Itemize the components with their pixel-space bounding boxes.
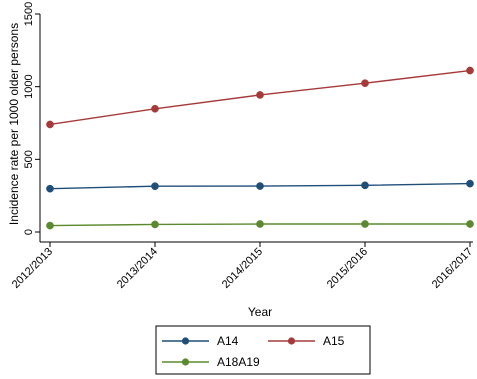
point-a14 — [151, 182, 159, 191]
legend-label: A18A19 — [217, 355, 260, 369]
legend-key-marker — [181, 358, 190, 366]
legend: A14 A15 A18A19 — [155, 325, 371, 375]
point-a18a19 — [361, 220, 369, 228]
series-markers — [46, 66, 474, 230]
point-a14 — [256, 182, 264, 190]
point-a18a19 — [151, 220, 159, 229]
point-a18a19 — [466, 220, 474, 228]
point-a14 — [361, 181, 369, 190]
point-a15 — [361, 79, 369, 88]
point-a15 — [151, 104, 159, 113]
x-axis-title: Year — [248, 305, 272, 319]
point-a15 — [256, 91, 264, 99]
y-tick-label: 0 — [23, 229, 35, 235]
y-tick-label: 1500 — [23, 2, 35, 26]
point-a15 — [466, 66, 474, 75]
legend-key-marker — [181, 337, 190, 345]
point-a14 — [46, 184, 54, 193]
point-a15 — [46, 120, 54, 129]
point-a18a19 — [256, 220, 264, 228]
legend-key-marker — [287, 337, 296, 345]
legend-label: A14 — [217, 334, 239, 348]
y-tick-label: 500 — [23, 150, 35, 168]
y-tick-label: 1000 — [23, 74, 35, 98]
point-a18a19 — [46, 221, 54, 230]
legend-frame — [155, 325, 371, 375]
y-axis-title: Incidence rate per 1000 older persons — [7, 23, 21, 225]
legend-label: A15 — [323, 334, 345, 348]
point-a14 — [466, 179, 474, 188]
